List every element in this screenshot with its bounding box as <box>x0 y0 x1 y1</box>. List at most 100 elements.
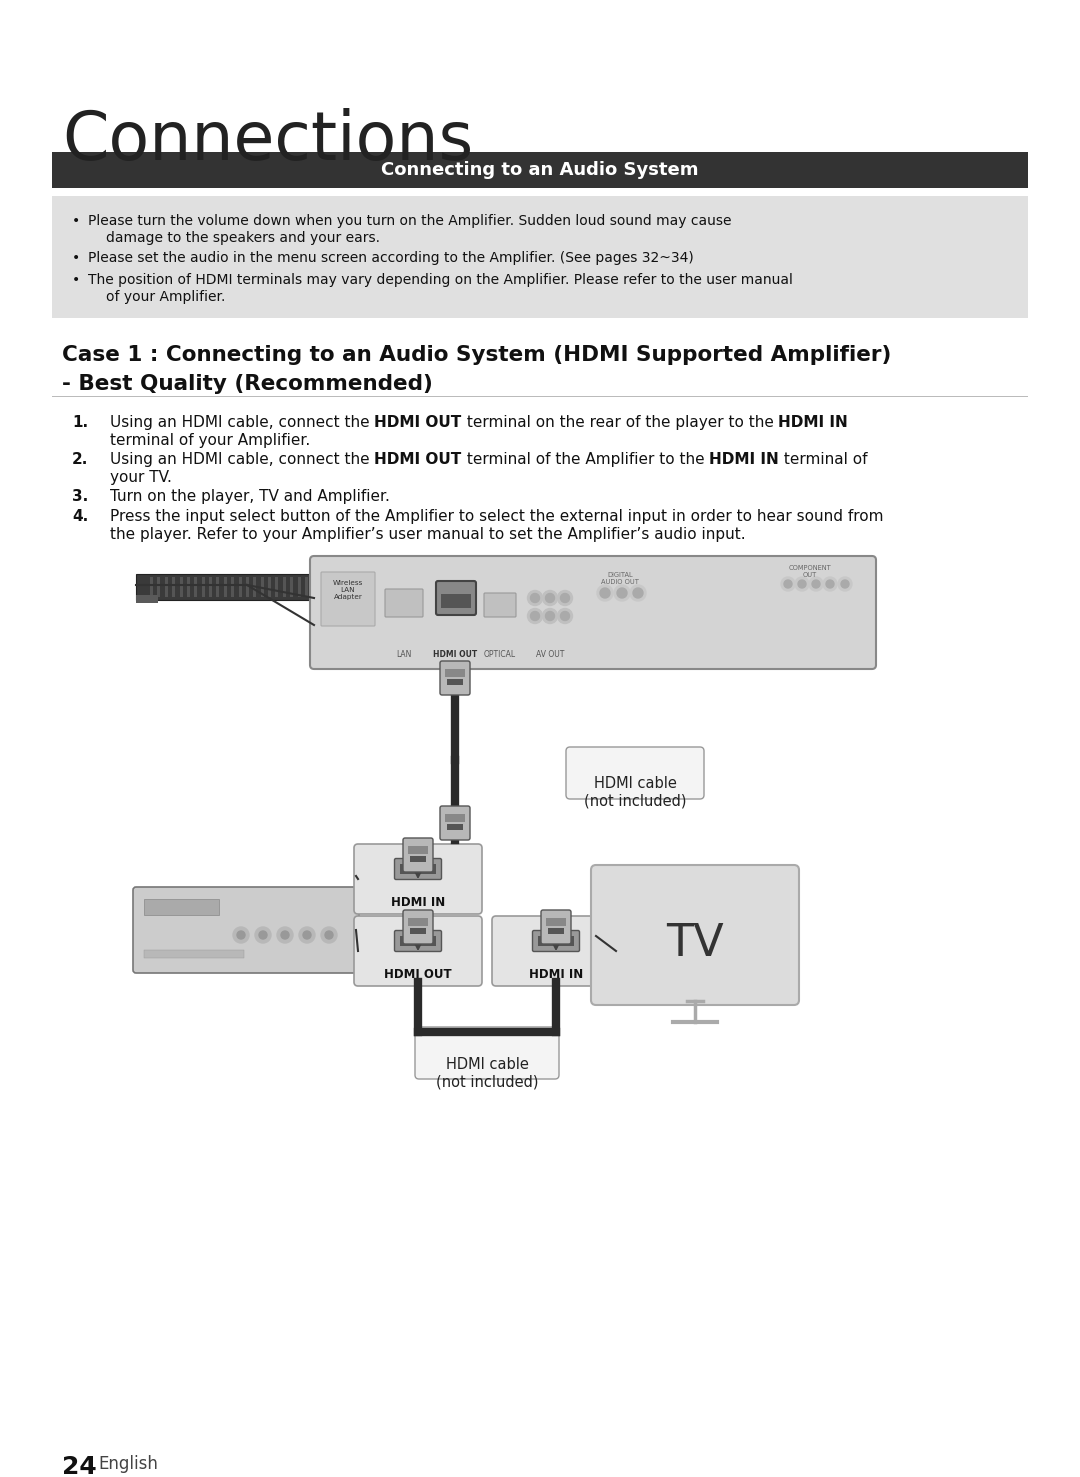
Bar <box>408 919 428 926</box>
Text: HDMI IN: HDMI IN <box>710 452 779 467</box>
Bar <box>400 936 436 945</box>
Circle shape <box>615 585 630 601</box>
Bar <box>538 936 573 945</box>
Circle shape <box>276 928 293 942</box>
Circle shape <box>557 609 572 623</box>
Bar <box>305 578 308 597</box>
Circle shape <box>303 931 311 939</box>
Circle shape <box>838 578 852 591</box>
Text: Connecting to an Audio System: Connecting to an Audio System <box>381 161 699 179</box>
Bar <box>202 578 205 597</box>
Circle shape <box>557 591 572 606</box>
Bar <box>408 846 428 854</box>
Circle shape <box>542 591 557 606</box>
Circle shape <box>798 580 806 588</box>
FancyBboxPatch shape <box>541 910 571 944</box>
Circle shape <box>530 594 540 603</box>
Circle shape <box>795 578 809 591</box>
Bar <box>187 578 190 597</box>
Circle shape <box>633 588 643 598</box>
FancyBboxPatch shape <box>310 555 876 669</box>
Text: 24: 24 <box>62 1455 97 1477</box>
Text: 3.: 3. <box>72 489 89 504</box>
Text: terminal of the Amplifier to the: terminal of the Amplifier to the <box>462 452 710 467</box>
Bar <box>224 578 227 597</box>
Bar <box>246 578 249 597</box>
Circle shape <box>299 928 315 942</box>
Text: Case 1 : Connecting to an Audio System (HDMI Supported Amplifier): Case 1 : Connecting to an Audio System (… <box>62 346 891 365</box>
Text: your TV.: your TV. <box>110 470 172 484</box>
Bar <box>445 814 465 823</box>
Bar <box>410 928 426 933</box>
Text: Press the input select button of the Amplifier to select the external input in o: Press the input select button of the Amp… <box>110 510 883 524</box>
Circle shape <box>812 580 820 588</box>
Text: the player. Refer to your Amplifier’s user manual to set the Amplifier’s audio i: the player. Refer to your Amplifier’s us… <box>110 527 745 542</box>
Text: AV OUT: AV OUT <box>536 650 564 659</box>
Text: The position of HDMI terminals may vary depending on the Amplifier. Please refer: The position of HDMI terminals may vary … <box>87 273 793 287</box>
Text: - Best Quality (Recommended): - Best Quality (Recommended) <box>62 374 433 394</box>
FancyBboxPatch shape <box>394 858 442 879</box>
FancyBboxPatch shape <box>440 662 470 696</box>
Text: HDMI OUT: HDMI OUT <box>384 967 451 981</box>
Bar <box>165 578 167 597</box>
Circle shape <box>823 578 837 591</box>
Text: •: • <box>72 214 80 227</box>
Circle shape <box>325 931 333 939</box>
Bar <box>410 857 426 863</box>
Text: damage to the speakers and your ears.: damage to the speakers and your ears. <box>106 230 380 245</box>
Bar <box>447 824 463 830</box>
Text: terminal on the rear of the player to the: terminal on the rear of the player to th… <box>462 415 779 430</box>
Bar <box>268 578 271 597</box>
Text: Wireless
LAN
Adapter: Wireless LAN Adapter <box>333 580 363 600</box>
Text: terminal of: terminal of <box>779 452 867 467</box>
Text: HDMI IN: HDMI IN <box>529 967 583 981</box>
Bar <box>194 578 198 597</box>
Text: 2.: 2. <box>72 452 89 467</box>
Bar <box>52 396 1028 397</box>
Text: •: • <box>72 251 80 264</box>
Bar <box>400 864 436 874</box>
Bar <box>260 578 264 597</box>
Circle shape <box>237 931 245 939</box>
Bar <box>298 578 300 597</box>
Text: Please turn the volume down when you turn on the Amplifier. Sudden loud sound ma: Please turn the volume down when you tur… <box>87 214 731 227</box>
Text: LAN: LAN <box>396 650 411 659</box>
Text: 4.: 4. <box>72 510 89 524</box>
Circle shape <box>784 580 792 588</box>
Bar <box>179 578 183 597</box>
Bar <box>447 679 463 685</box>
Text: Connections: Connections <box>62 108 473 174</box>
Circle shape <box>597 585 613 601</box>
Text: HDMI OUT: HDMI OUT <box>375 452 462 467</box>
Circle shape <box>259 931 267 939</box>
Circle shape <box>561 611 569 620</box>
Bar <box>441 594 471 609</box>
FancyBboxPatch shape <box>354 843 482 914</box>
Circle shape <box>530 611 540 620</box>
Circle shape <box>233 928 249 942</box>
Circle shape <box>321 928 337 942</box>
Circle shape <box>809 578 823 591</box>
Bar <box>52 196 1028 318</box>
Circle shape <box>841 580 849 588</box>
FancyBboxPatch shape <box>532 931 580 951</box>
FancyBboxPatch shape <box>354 916 482 987</box>
FancyBboxPatch shape <box>492 916 620 987</box>
Bar <box>216 578 219 597</box>
FancyBboxPatch shape <box>403 837 433 871</box>
Text: Using an HDMI cable, connect the: Using an HDMI cable, connect the <box>110 415 375 430</box>
Text: English: English <box>98 1455 158 1473</box>
Text: HDMI IN: HDMI IN <box>391 897 445 908</box>
Circle shape <box>255 928 271 942</box>
FancyBboxPatch shape <box>436 580 476 614</box>
Text: Using an HDMI cable, connect the: Using an HDMI cable, connect the <box>110 452 375 467</box>
FancyBboxPatch shape <box>440 806 470 840</box>
FancyBboxPatch shape <box>133 888 359 973</box>
Bar <box>52 152 1028 188</box>
Bar <box>158 578 161 597</box>
Text: •: • <box>72 273 80 287</box>
Bar <box>172 578 175 597</box>
Bar <box>144 899 219 914</box>
FancyBboxPatch shape <box>384 589 423 617</box>
Circle shape <box>561 594 569 603</box>
